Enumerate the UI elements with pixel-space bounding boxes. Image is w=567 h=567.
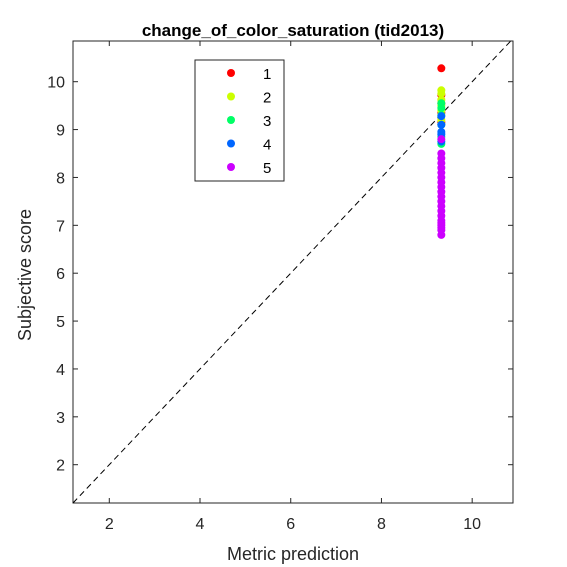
- legend-marker-3: [227, 116, 235, 124]
- legend-box: [194, 59, 285, 182]
- y-tick-label: 6: [56, 266, 65, 283]
- legend-marker-4: [227, 139, 235, 148]
- data-point-series-1: [437, 64, 446, 73]
- x-tick-label: 4: [196, 516, 205, 533]
- legend-label-4: 4: [263, 137, 271, 154]
- legend-marker-1: [227, 69, 235, 77]
- legend-marker-5: [227, 163, 235, 171]
- plot-area: 2 4 6 8 10 2 3 4 5 6 7 8 9 10 1 2 3 4 5: [47, 40, 514, 533]
- legend-label-3: 3: [263, 113, 271, 130]
- legend-label-1: 1: [263, 66, 271, 83]
- x-tick-label: 6: [286, 516, 295, 533]
- data-point-series-3: [437, 104, 446, 113]
- x-tick-label: 8: [377, 516, 386, 533]
- data-point-series-4: [437, 120, 446, 129]
- legend-label-2: 2: [263, 90, 271, 107]
- y-tick-label: 7: [56, 218, 65, 235]
- data-point-series-5: [437, 230, 446, 239]
- y-tick-label: 2: [56, 458, 65, 475]
- chart-title: change_of_color_saturation (tid2013): [142, 21, 444, 40]
- y-tick-label: 3: [56, 410, 65, 427]
- legend-marker-2: [227, 92, 235, 101]
- y-tick-label: 9: [56, 123, 65, 140]
- x-tick-label: 2: [105, 516, 114, 533]
- data-point-series-2: [437, 89, 446, 98]
- y-tick-label: 8: [56, 170, 65, 187]
- y-tick-label: 10: [47, 75, 65, 92]
- data-point-series-5: [437, 135, 446, 144]
- y-axis-label: Subjective score: [15, 209, 35, 341]
- legend-label-5: 5: [263, 160, 271, 177]
- data-point-series-4: [437, 112, 446, 121]
- x-axis-label: Metric prediction: [227, 544, 359, 564]
- y-tick-label: 4: [56, 362, 65, 379]
- y-tick-label: 5: [56, 314, 65, 331]
- x-tick-label: 10: [463, 516, 481, 533]
